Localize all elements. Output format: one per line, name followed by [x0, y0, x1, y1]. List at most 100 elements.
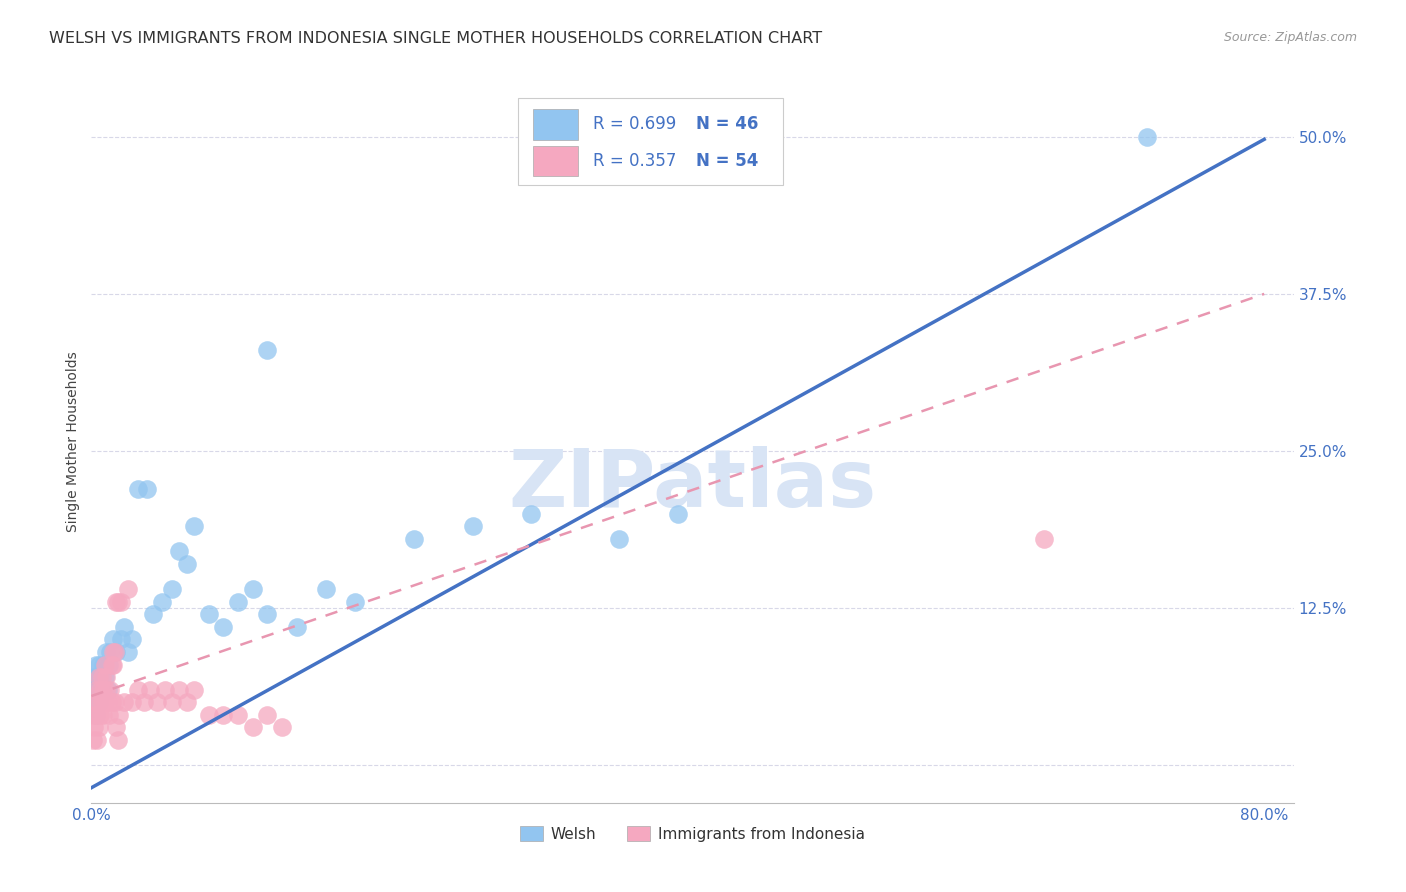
Point	[105, 720, 128, 734]
Point	[104, 645, 127, 659]
Y-axis label: Single Mother Households: Single Mother Households	[66, 351, 80, 532]
Point	[98, 707, 121, 722]
Text: WELSH VS IMMIGRANTS FROM INDONESIA SINGLE MOTHER HOUSEHOLDS CORRELATION CHART: WELSH VS IMMIGRANTS FROM INDONESIA SINGL…	[49, 31, 823, 46]
Point	[90, 695, 112, 709]
Point	[112, 620, 135, 634]
Point	[89, 707, 111, 722]
Point	[121, 695, 143, 709]
Point	[86, 695, 108, 709]
Point	[197, 707, 219, 722]
Point	[520, 507, 543, 521]
Point	[93, 670, 115, 684]
Point	[136, 482, 159, 496]
Point	[94, 645, 117, 659]
Point	[160, 695, 183, 709]
Point	[87, 720, 110, 734]
Point	[242, 720, 264, 734]
Point	[103, 645, 125, 659]
Point	[176, 695, 198, 709]
Point	[89, 670, 111, 684]
Point	[86, 733, 108, 747]
Point	[256, 707, 278, 722]
Point	[100, 645, 122, 659]
Point	[315, 582, 337, 597]
Text: R = 0.699: R = 0.699	[593, 115, 676, 133]
Point	[121, 632, 143, 647]
Point	[84, 657, 107, 672]
Point	[146, 695, 169, 709]
Point	[197, 607, 219, 622]
Point	[84, 707, 107, 722]
Point	[83, 695, 105, 709]
Point	[91, 657, 114, 672]
Point	[1033, 532, 1056, 546]
Point	[94, 682, 117, 697]
Point	[110, 595, 132, 609]
Text: Source: ZipAtlas.com: Source: ZipAtlas.com	[1223, 31, 1357, 45]
Point	[256, 607, 278, 622]
Point	[101, 695, 124, 709]
Point	[666, 507, 689, 521]
Point	[142, 607, 165, 622]
Point	[86, 670, 108, 684]
Point	[96, 682, 118, 697]
Point	[84, 707, 107, 722]
Point	[461, 519, 484, 533]
Point	[107, 595, 129, 609]
Text: R = 0.357: R = 0.357	[593, 153, 676, 170]
Point	[103, 632, 125, 647]
Text: ZIPatlas: ZIPatlas	[509, 446, 876, 524]
Point	[94, 670, 117, 684]
Point	[226, 707, 249, 722]
Point	[93, 695, 115, 709]
Point	[82, 682, 104, 697]
Point	[110, 632, 132, 647]
Point	[108, 707, 131, 722]
Point	[226, 595, 249, 609]
Point	[153, 682, 176, 697]
Point	[402, 532, 425, 546]
Point	[607, 532, 630, 546]
Point	[344, 595, 367, 609]
Point	[87, 670, 110, 684]
Point	[105, 595, 128, 609]
Point	[87, 657, 110, 672]
Point	[150, 595, 173, 609]
Point	[212, 707, 235, 722]
Point	[134, 695, 156, 709]
Point	[169, 682, 191, 697]
Point	[91, 707, 114, 722]
Point	[86, 682, 108, 697]
Bar	[533, 109, 578, 139]
Text: N = 54: N = 54	[696, 153, 758, 170]
Point	[285, 620, 308, 634]
Point	[96, 695, 118, 709]
Point	[103, 657, 125, 672]
Legend: Welsh, Immigrants from Indonesia: Welsh, Immigrants from Indonesia	[513, 818, 872, 849]
Point	[82, 733, 104, 747]
Point	[104, 695, 127, 709]
Point	[83, 670, 105, 684]
Point	[87, 695, 110, 709]
Point	[256, 343, 278, 358]
Point	[183, 682, 205, 697]
Text: N = 46: N = 46	[696, 115, 758, 133]
Point	[139, 682, 162, 697]
Point	[105, 645, 128, 659]
Point	[100, 682, 122, 697]
Point	[117, 582, 139, 597]
Point	[160, 582, 183, 597]
Bar	[533, 146, 578, 177]
Point	[84, 682, 107, 697]
Point	[1136, 129, 1159, 144]
Point	[91, 682, 114, 697]
Point	[117, 645, 139, 659]
Point	[90, 670, 112, 684]
Point	[112, 695, 135, 709]
Point	[98, 657, 121, 672]
Point	[271, 720, 294, 734]
Point	[176, 557, 198, 571]
Point	[90, 682, 112, 697]
Point	[212, 620, 235, 634]
Point	[82, 707, 104, 722]
